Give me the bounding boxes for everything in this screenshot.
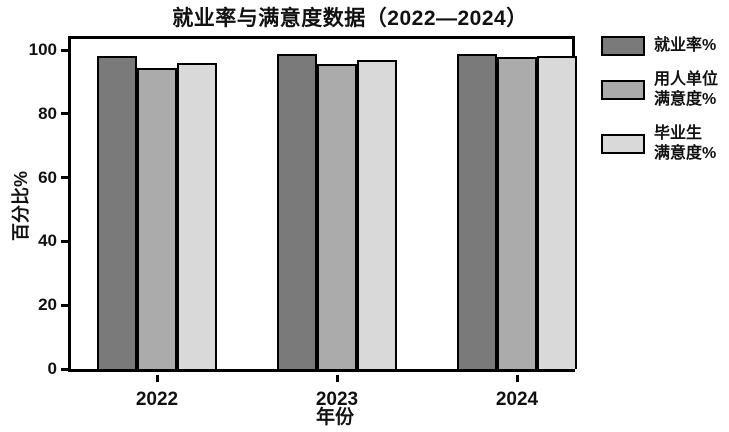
y-tick-mark (61, 239, 68, 243)
y-tick-mark (61, 48, 68, 52)
legend-item: 用人单位 满意度% (601, 70, 718, 110)
legend-swatch (601, 134, 645, 154)
bar (177, 63, 217, 369)
y-tick-label: 60 (38, 167, 57, 187)
bar-group-2024 (457, 53, 577, 369)
y-tick-label: 100 (28, 40, 57, 59)
x-tick-mark (515, 375, 519, 382)
x-tick-label: 2023 (315, 389, 359, 410)
y-tick-mark (61, 367, 68, 371)
bar (97, 56, 137, 369)
legend-label: 用人单位 满意度% (654, 71, 719, 108)
bar (277, 54, 317, 369)
x-tick-label: 2022 (135, 389, 179, 410)
x-tick-mark (155, 375, 159, 382)
legend: 就业率% 用人单位 满意度% 毕业生 满意度% (601, 36, 718, 164)
plot-inner: 0 20 40 60 80 100 2022 2023 2024 (29, 39, 577, 410)
bar (137, 67, 177, 369)
legend-swatch (601, 80, 645, 100)
bar-group-2023 (277, 54, 397, 369)
bar (357, 59, 397, 369)
y-tick-mark (61, 112, 68, 116)
bar (497, 57, 537, 369)
legend-label: 就业率% (654, 37, 717, 54)
plot-area: 0 20 40 60 80 100 2022 2023 2024 (29, 36, 577, 410)
y-tick-label: 20 (38, 295, 57, 315)
x-tick-mark (335, 375, 339, 382)
y-tick-mark (61, 303, 68, 307)
y-tick-label: 0 (47, 359, 57, 378)
bar (457, 53, 497, 369)
legend-label: 毕业生 满意度% (654, 125, 717, 162)
bar (317, 64, 357, 369)
y-tick-label: 40 (38, 231, 57, 251)
x-axis-title: 年份 (315, 407, 354, 428)
y-tick-label: 80 (38, 103, 57, 123)
chart-title: 就业率与满意度数据（2022—2024） (172, 7, 528, 30)
y-tick-mark (61, 176, 68, 180)
x-tick-label: 2024 (495, 389, 539, 410)
y-axis-title: 百分比% (11, 171, 31, 242)
bar-group-2022 (97, 56, 217, 369)
legend-swatch (601, 36, 645, 56)
legend-item: 就业率% (601, 36, 718, 56)
bar (537, 56, 577, 369)
legend-item: 毕业生 满意度% (601, 124, 718, 164)
